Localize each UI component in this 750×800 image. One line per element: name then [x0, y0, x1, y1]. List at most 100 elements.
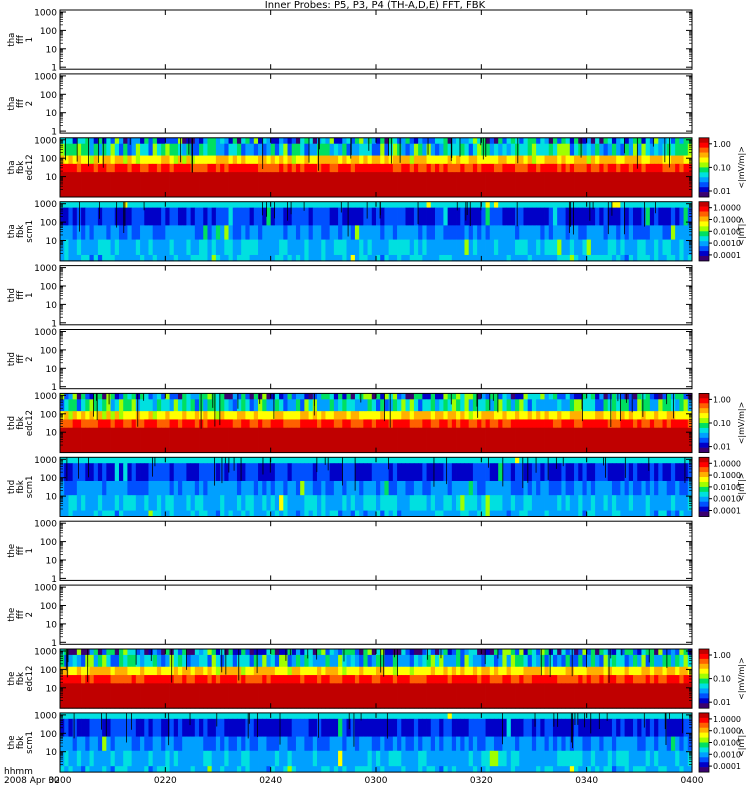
- panel-label: scm1: [25, 476, 35, 499]
- spectrogram-cell: [641, 137, 647, 145]
- spectrogram-cell: [76, 654, 82, 668]
- spectrogram-cell: [81, 137, 86, 145]
- spectrogram-cell: [135, 675, 141, 684]
- spectrogram-cell: [456, 480, 461, 496]
- spectrogram-cell: [199, 683, 204, 709]
- spectrogram-cell: [384, 666, 390, 676]
- spectrogram-cell: [165, 654, 170, 668]
- spectrogram-cell: [241, 654, 246, 668]
- spectrogram-cell: [165, 463, 170, 482]
- spectrogram-cell: [325, 411, 331, 420]
- spectrogram-cell: [118, 510, 124, 517]
- spectrogram-cell: [536, 427, 541, 453]
- spectrogram-cell: [544, 649, 550, 656]
- spectrogram-cell: [540, 666, 545, 676]
- spectrogram-cell: [624, 510, 630, 517]
- spectrogram-cell: [557, 675, 562, 684]
- spectrogram-cell: [93, 457, 99, 464]
- spectrogram-cell: [371, 457, 377, 464]
- spectrogram-cell: [76, 649, 82, 656]
- spectrogram-cell: [371, 155, 377, 165]
- spectrogram-cell: [388, 163, 394, 173]
- spectrogram-cell: [376, 143, 381, 156]
- spectrogram-cell: [199, 510, 204, 517]
- spectrogram-cell: [72, 155, 78, 165]
- spectrogram-cell: [102, 155, 107, 165]
- spectrogram-cell: [578, 143, 583, 156]
- spectrogram-cell: [544, 137, 550, 145]
- spectrogram-cell: [633, 143, 638, 156]
- spectrogram-cell: [607, 137, 613, 145]
- spectrogram-cell: [60, 675, 65, 684]
- spectrogram-cell: [270, 480, 276, 496]
- spectrogram-cell: [102, 254, 107, 262]
- spectrogram-cell: [392, 399, 398, 412]
- spectrogram-cell: [333, 712, 339, 720]
- spectrogram-cell: [279, 207, 284, 226]
- spectrogram-cell: [114, 399, 120, 412]
- spectrogram-cell: [110, 225, 116, 240]
- spectrogram-cell: [68, 163, 74, 173]
- spectrogram-cell: [510, 143, 516, 156]
- spectrogram-cell: [186, 254, 192, 262]
- spectrogram-cell: [485, 172, 491, 198]
- spectrogram-cell: [249, 225, 255, 240]
- spectrogram-cell: [194, 207, 200, 226]
- spectrogram-cell: [241, 712, 246, 720]
- spectrogram-cell: [270, 683, 276, 709]
- spectrogram-cell: [599, 399, 604, 412]
- spectrogram-cell: [418, 172, 423, 198]
- spectrogram-cell: [152, 137, 158, 145]
- spectrogram-cell: [333, 137, 339, 145]
- spectrogram-cell: [236, 510, 242, 517]
- spectrogram-cell: [329, 207, 335, 226]
- spectrogram-cell: [173, 207, 179, 226]
- spectrogram-cell: [110, 666, 116, 676]
- spectrogram-cell: [447, 254, 453, 262]
- colorbar-tick-label: 0.0100: [713, 227, 741, 236]
- spectrogram-cell: [308, 393, 314, 400]
- spectrogram-cell: [161, 666, 166, 676]
- spectrogram-cell: [308, 207, 314, 226]
- spectrogram-cell: [169, 427, 175, 453]
- spectrogram-cell: [590, 654, 596, 668]
- spectrogram-cell: [426, 675, 432, 684]
- spectrogram-cell: [523, 137, 529, 145]
- spectrogram-cell: [274, 411, 280, 420]
- spectrogram-cell: [329, 654, 335, 668]
- spectrogram-cell: [224, 463, 229, 482]
- spectrogram-cell: [236, 399, 242, 412]
- spectrogram-cell: [253, 457, 259, 464]
- spectrogram-cell: [439, 495, 444, 511]
- spectrogram-cell: [552, 666, 558, 676]
- spectrogram-cell: [590, 649, 596, 656]
- spectrogram-cell: [190, 254, 196, 262]
- spectrogram-cell: [279, 225, 284, 240]
- colorbar-tick-label: 0.0001: [713, 251, 741, 260]
- spectrogram-cell: [359, 172, 364, 198]
- spectrogram-cell: [464, 654, 470, 668]
- spectrogram-cell: [422, 457, 427, 464]
- spectrogram-cell: [586, 683, 592, 709]
- spectrogram-cell: [561, 419, 566, 429]
- spectrogram-cell: [472, 463, 478, 482]
- spectrogram-cell: [645, 463, 651, 482]
- spectrogram-cell: [502, 225, 508, 240]
- spectrogram-cell: [464, 712, 470, 720]
- spectrogram-cell: [523, 201, 529, 209]
- spectrogram-cell: [641, 654, 647, 668]
- spectrogram-cell: [380, 172, 385, 198]
- spectrogram-cell: [135, 510, 141, 517]
- spectrogram-cell: [611, 457, 617, 464]
- spectrogram-cell: [552, 419, 558, 429]
- spectrogram-cell: [215, 137, 221, 145]
- spectrogram-cell: [422, 675, 427, 684]
- spectrogram-cell: [679, 463, 684, 482]
- spectrogram-cell: [552, 675, 558, 684]
- spectrogram-cell: [633, 411, 638, 420]
- spectrogram-cell: [304, 510, 309, 517]
- spectrogram-cell: [675, 427, 680, 453]
- spectrogram-cell: [266, 457, 272, 464]
- spectrogram-cell: [148, 399, 154, 412]
- spectrogram-cell: [203, 163, 208, 173]
